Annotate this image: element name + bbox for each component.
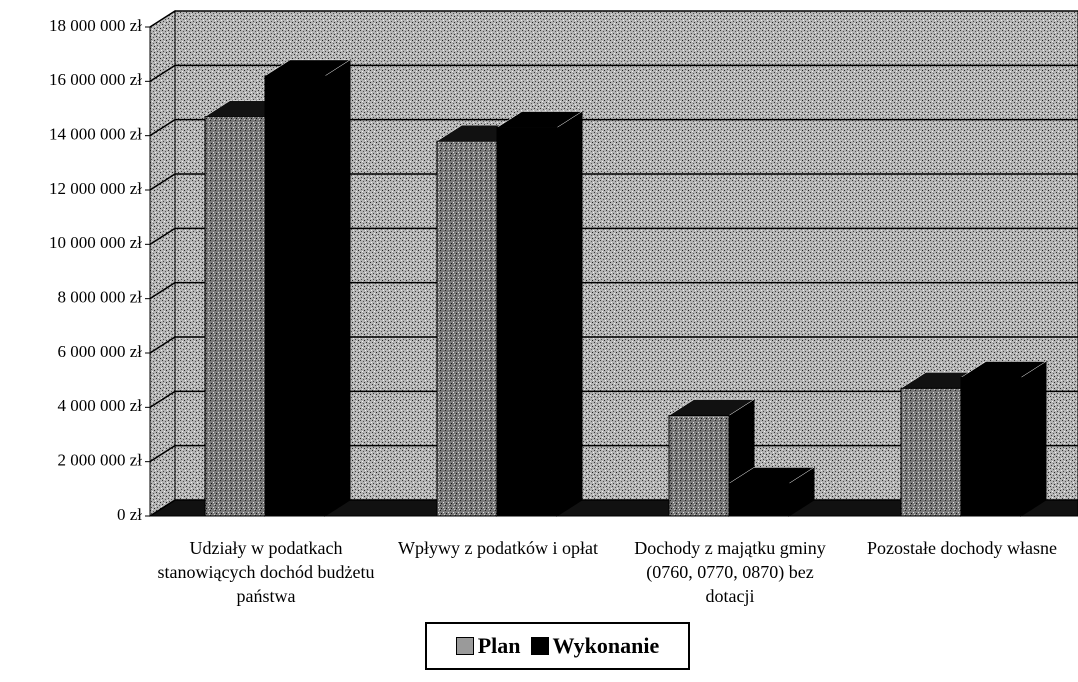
bar [960,376,1022,517]
grid-line [149,64,1078,82]
y-tick-label: 18 000 000 zł [49,16,142,35]
bar [496,127,558,517]
legend-label: Wykonanie [552,633,660,658]
bar [204,116,266,517]
grid-line [149,281,1078,300]
legend-label: Plan [477,633,521,658]
y-tick-label: 10 000 000 zł [49,233,142,252]
grid-line [149,227,1078,245]
x-tick-label: Dochody z majątku gminy (0760, 0770, 087… [634,538,826,606]
bar-side [1020,360,1047,517]
y-tick-label: 2 000 000 zł [57,451,142,470]
x-tick-label: Wpływy z podatków i opłat [398,538,598,558]
y-tick-label: 8 000 000 zł [57,288,142,307]
y-tick-label: 16 000 000 zł [49,70,142,89]
grid-line [149,118,1078,137]
grid-line [149,10,1078,28]
bar [264,75,326,517]
bar [668,414,730,517]
legend: Plan Wykonanie [425,622,690,670]
legend-item: Plan [455,633,521,659]
grid-line [149,336,1078,354]
grid-line [149,444,1078,463]
legend-item: Wykonanie [530,633,660,659]
y-tick-label: 6 000 000 zł [57,342,142,361]
legend-swatch [530,637,549,655]
y-tick-label: 0 zł [117,505,142,524]
grid-line [149,390,1078,408]
bar-side [556,110,583,517]
legend-swatch [455,637,474,655]
x-tick-label: Pozostałe dochody własne [867,538,1057,558]
grid-line [149,173,1078,191]
side-wall [149,10,176,517]
bar [436,140,498,517]
bar-side [324,58,351,517]
bar [900,387,962,517]
y-tick-label: 14 000 000 zł [49,125,142,144]
y-tick-label: 12 000 000 zł [49,179,142,198]
x-tick-label: Udziały w podatkach stanowiących dochód … [157,538,375,606]
bar [728,482,790,517]
y-tick-label: 4 000 000 zł [57,396,142,415]
